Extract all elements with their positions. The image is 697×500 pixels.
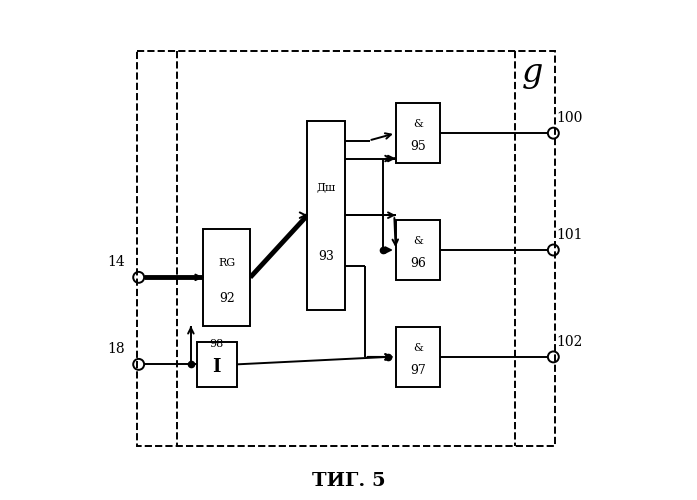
Text: 95: 95 [411,140,426,153]
Text: &: & [413,119,423,129]
Text: &: & [413,343,423,353]
Text: 96: 96 [410,256,426,270]
Bar [396,220,441,280]
Text: 101: 101 [556,228,583,242]
Bar [396,327,441,386]
Bar [197,342,236,386]
Bar [137,51,555,446]
Text: ΤИГ. 5: ΤИГ. 5 [312,472,385,490]
Text: 14: 14 [107,256,125,270]
Bar [307,120,345,310]
Text: 93: 93 [319,250,334,264]
Text: 92: 92 [219,292,235,305]
Text: g: g [522,58,543,90]
Text: RG: RG [218,258,236,268]
Text: I: I [213,358,221,376]
Text: 97: 97 [411,364,426,376]
Text: 102: 102 [556,335,583,349]
Text: Дш: Дш [316,182,336,192]
Text: &: & [413,236,423,246]
Text: 18: 18 [107,342,125,356]
Text: 98: 98 [210,339,224,349]
Bar [396,104,441,163]
Text: 100: 100 [556,111,583,125]
Bar [203,229,250,326]
